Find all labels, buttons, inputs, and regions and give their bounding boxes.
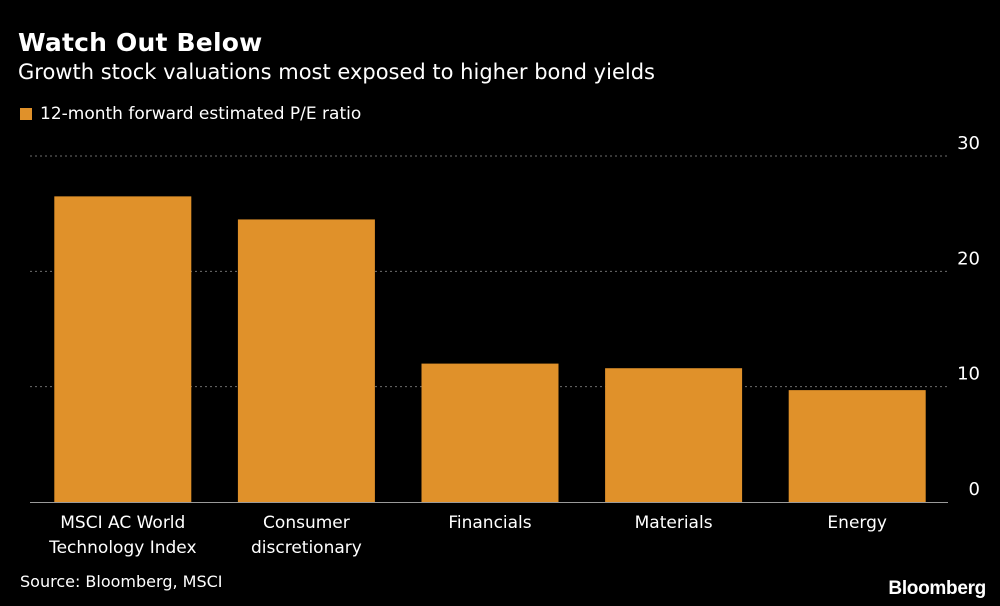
x-tick-label: Energy — [827, 513, 887, 533]
x-tick-label: Technology Index — [48, 538, 196, 558]
chart-title: Watch Out Below — [18, 28, 263, 57]
x-tick-label: Consumer — [263, 513, 350, 533]
legend-label: 12-month forward estimated P/E ratio — [40, 104, 362, 124]
bar — [421, 363, 559, 502]
bar — [54, 196, 192, 502]
bar — [237, 219, 375, 502]
y-tick-label: 30 — [957, 133, 980, 154]
y-tick-label: 20 — [957, 248, 980, 269]
x-tick-label: discretionary — [251, 538, 362, 558]
bloomberg-logo: Bloomberg — [888, 578, 986, 599]
x-tick-label: MSCI AC World — [60, 513, 185, 533]
legend-swatch — [20, 108, 32, 120]
y-tick-label: 0 — [969, 479, 980, 500]
source-note: Source: Bloomberg, MSCI — [20, 572, 223, 591]
x-tick-label: Financials — [448, 513, 531, 533]
legend: 12-month forward estimated P/E ratio — [20, 104, 361, 124]
bar — [788, 390, 926, 502]
chart-subtitle: Growth stock valuations most exposed to … — [18, 60, 655, 84]
x-tick-label: Materials — [635, 513, 713, 533]
bar — [605, 368, 743, 502]
y-tick-label: 10 — [957, 364, 980, 385]
